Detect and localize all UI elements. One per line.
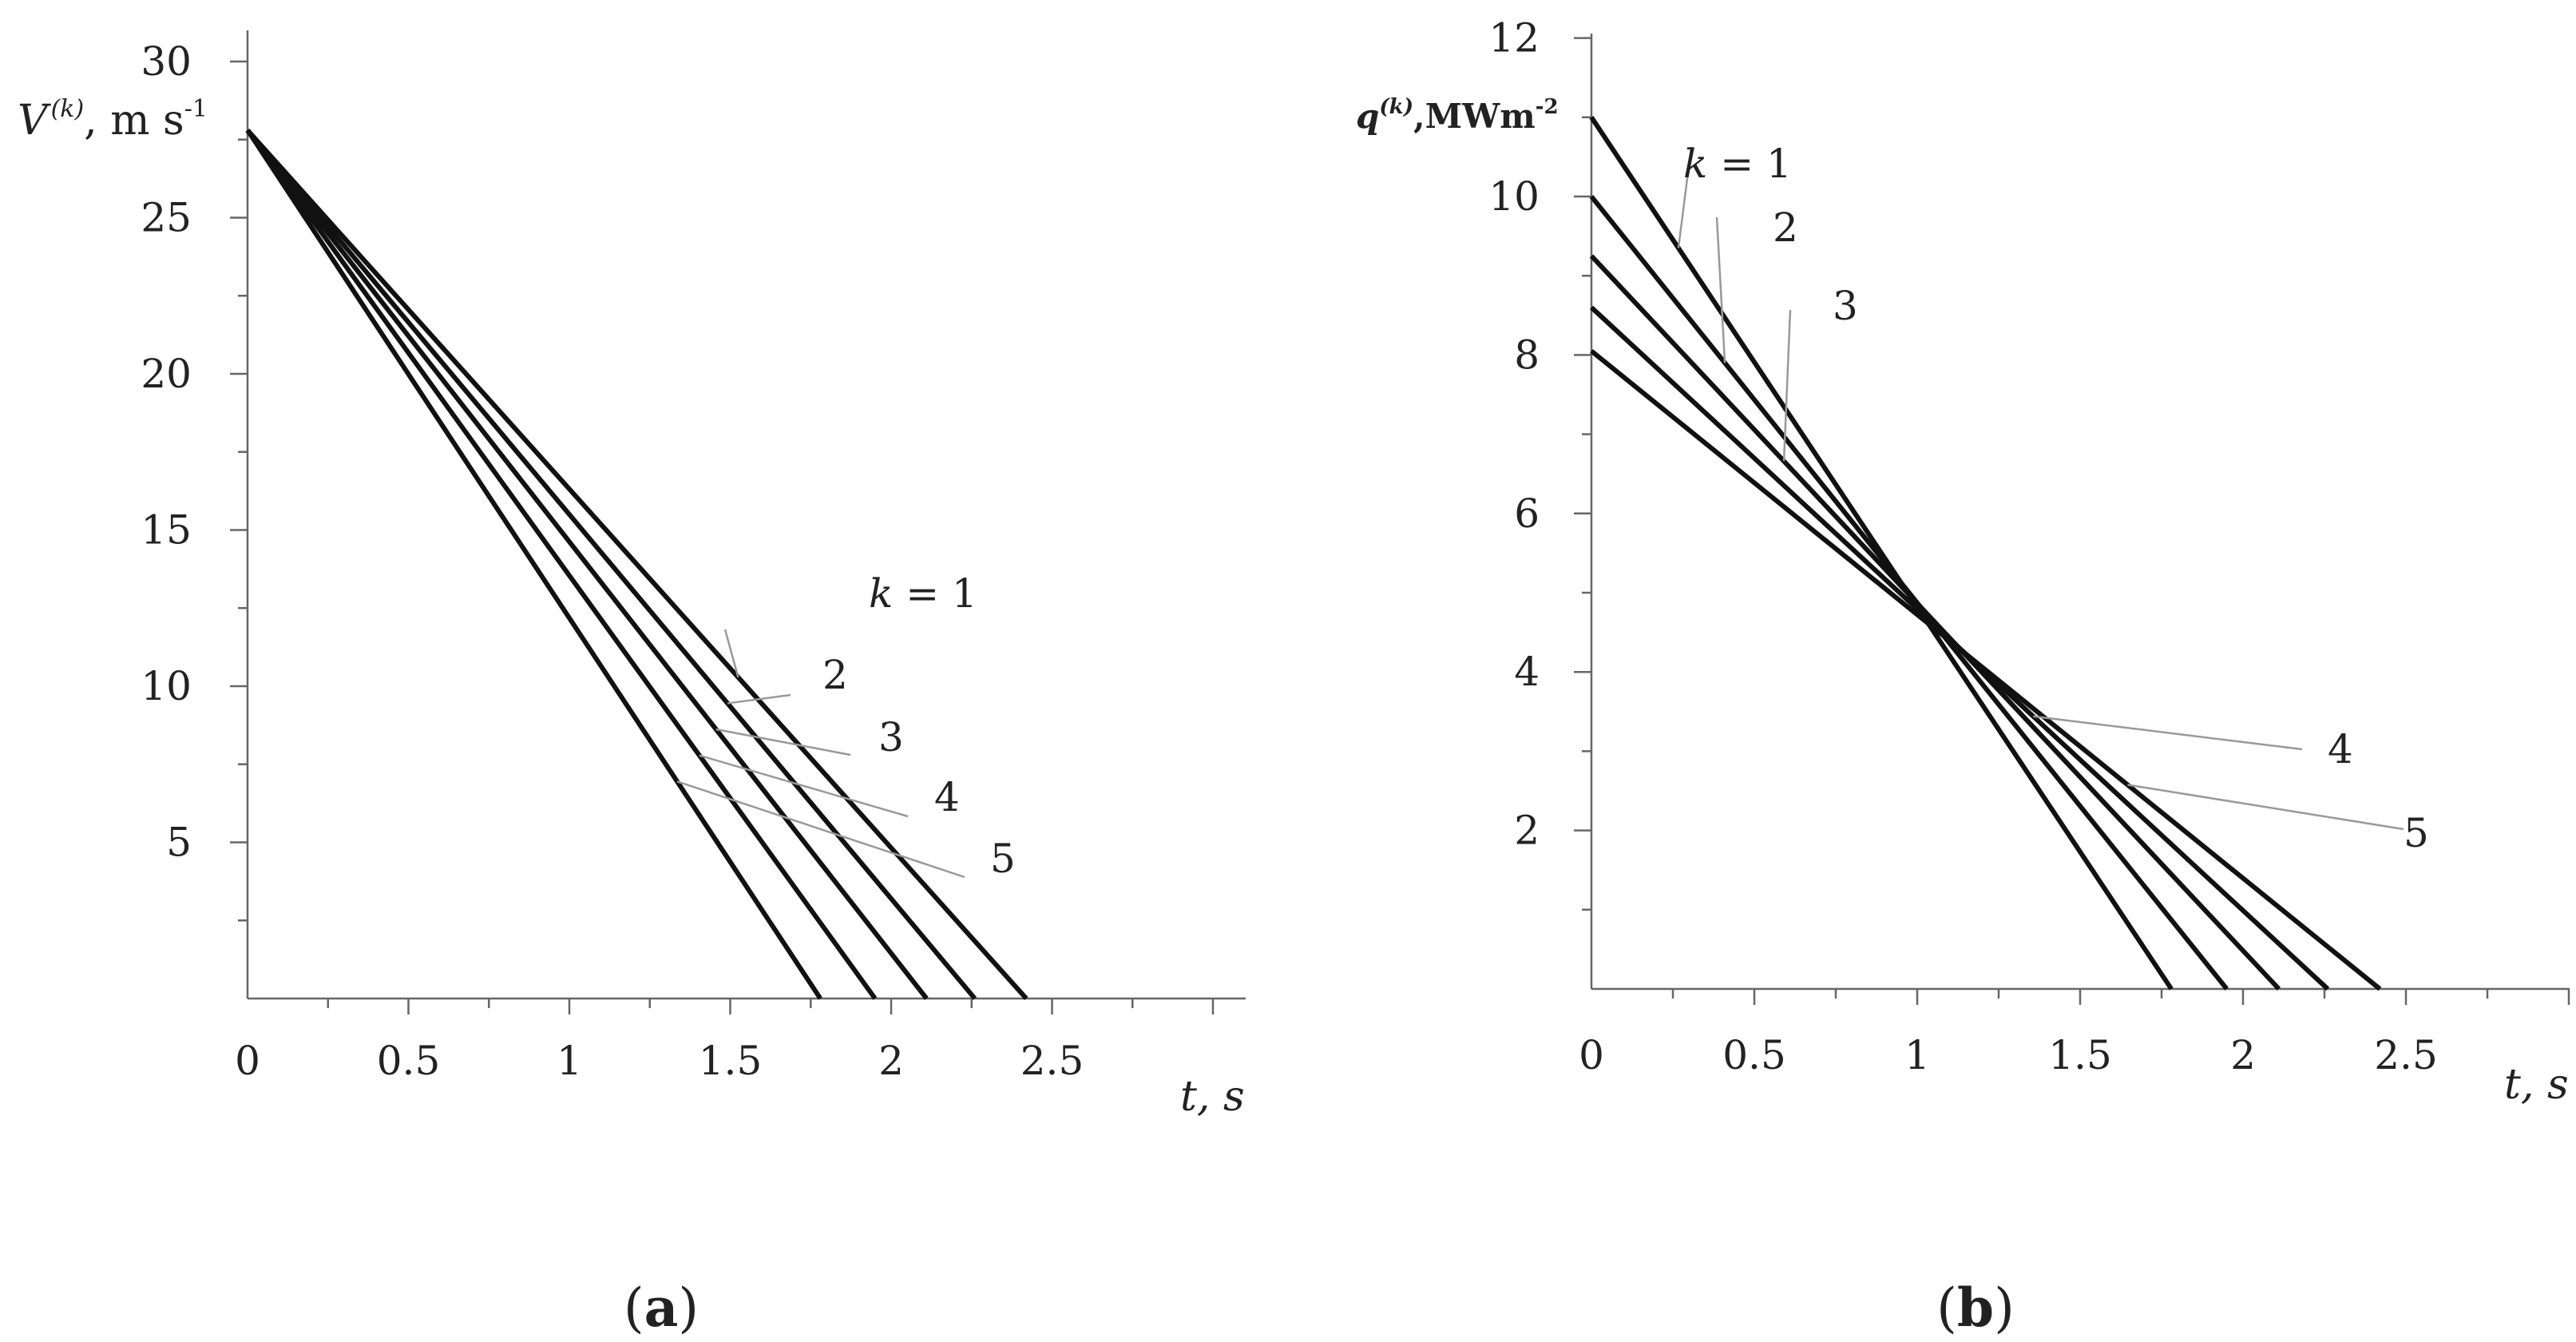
panel-a-series-line-2 [245,129,977,1000]
panel-a-x-tick-label: 2 [878,1038,904,1084]
panel-a-series-line-5 [245,129,822,1000]
panel-a-y-tick-label: 30 [141,38,192,85]
panel-b-y-tick-label: 10 [1488,173,1540,220]
panel-b-x-tick-label: 0 [1579,1032,1604,1078]
panel-b-x-unit: , s [2521,1061,2569,1109]
panel-a-y-var-sup: (k) [51,95,85,123]
panel-a-x-unit: , s [1197,1073,1245,1121]
panel-a-series-leader-3 [715,728,851,756]
panel-a-y-tick-label: 15 [141,507,192,554]
panel-a-series-leader-5 [676,780,965,879]
panel-a-series-leader-1 [723,629,739,678]
panel-a-series-line-1 [245,129,1028,1001]
panel-a-x-axis-title: t, s [1180,1073,1245,1121]
panel-a-axes [246,30,1246,1000]
panel-b-y-unit-sup: -2 [1536,95,1559,119]
panel-a-x-ticks: 0 0.5 1 1.5 2 2.5 [235,999,1215,1084]
panel-b-series-label-2: 2 [1773,204,1798,251]
panel-a-series-line-3 [245,129,929,1000]
panel-b-series-label-1: k = 1 [1683,141,1792,187]
panel-b-y-unit: ,MWm [1413,97,1536,136]
panel-b-y-ticks: 2 4 6 8 10 12 [1488,15,1591,911]
panel-b-x-var: t [2504,1061,2521,1109]
panel-a-series-label-1: k = 1 [869,570,977,617]
panel-a-series-label-5: 5 [990,836,1016,882]
panel-b-x-ticks: 0 0.5 1 1.5 2 2.5 [1579,989,2570,1078]
panel-b-series-label-3: 3 [1833,283,1858,329]
panel-b-x-tick-label: 0.5 [1722,1032,1786,1078]
panel-a-series-label-3: 3 [878,714,904,760]
panel-b-series-line-5 [1590,349,2382,991]
panel-a-x-tick-label: 2.5 [1020,1038,1084,1084]
panel-b-label: (b) [1936,1276,2015,1339]
panel-b-series-leader-5 [2127,784,2404,831]
panel-a-x-var: t [1180,1073,1197,1121]
panel-a-label: (a) [624,1276,699,1339]
panel-b-series-leader-3 [1782,309,1792,462]
panel-a-y-unit-sup: -1 [184,95,208,123]
panel-b-series-label-5: 5 [2404,810,2429,856]
panel-a-y-tick-label: 25 [141,195,192,241]
panel-a-y-var: V [18,97,51,145]
panel-b-letter: b [1957,1276,1994,1339]
panel-a-x-tick-label: 0 [235,1038,260,1084]
panel-b-x-tick-label: 2 [2230,1032,2256,1078]
panel-b-series-leader-2 [1715,216,1726,363]
panel-b-x-axis-title: t, s [2504,1061,2569,1109]
panel-b-y-var: q [1356,97,1379,136]
panel-b-y-tick-label: 8 [1514,332,1540,378]
panel-a-series-lines [245,129,1028,1001]
panel-a-y-axis-title: V (k), m s-1 [18,95,208,145]
panel-a-series-label-4: 4 [934,774,960,820]
panel-b-y-tick-label: 2 [1514,808,1540,854]
panel-a-x-tick-label: 1.5 [699,1038,763,1084]
panel-a-y-tick-label: 20 [141,351,192,397]
panel-b-x-tick-label: 1.5 [2048,1032,2112,1078]
panel-a-y-ticks: 5 10 15 20 25 30 [141,38,248,922]
panel-a-series-label-2: 2 [822,652,848,698]
panel-b-series-leader-4 [2033,715,2303,751]
panel-b-x-tick-label: 1 [1904,1032,1930,1078]
panel-b-y-var-sup: (k) [1379,95,1413,119]
panel-a-y-tick-label: 5 [166,820,192,866]
panel-a-x-tick-label: 0.5 [377,1038,441,1084]
panel-b-series-lines [1589,116,2382,991]
panel-b-y-tick-label: 12 [1488,15,1540,62]
panel-b-series-line-1 [1589,116,2174,991]
panel-a-letter: a [644,1276,679,1339]
panel-b-y-tick-label: 4 [1514,649,1540,695]
panel-b-series-leader-1 [1677,146,1693,248]
panel-a-series-leader-2 [727,693,791,705]
panel-b-y-tick-label: 6 [1514,490,1540,537]
panel-a-series-leader-4 [699,754,909,818]
panel-a-y-unit: , m s [84,97,184,145]
panel-b-y-axis-title: q(k),MWm-2 [1356,95,1559,136]
panel-a-x-tick-label: 1 [557,1038,582,1084]
panel-b-series-label-4: 4 [2328,726,2353,772]
panel-b-x-tick-label: 2.5 [2374,1032,2438,1078]
panel-a-series-line-4 [245,129,878,1000]
panel-a-y-tick-label: 10 [141,663,192,709]
